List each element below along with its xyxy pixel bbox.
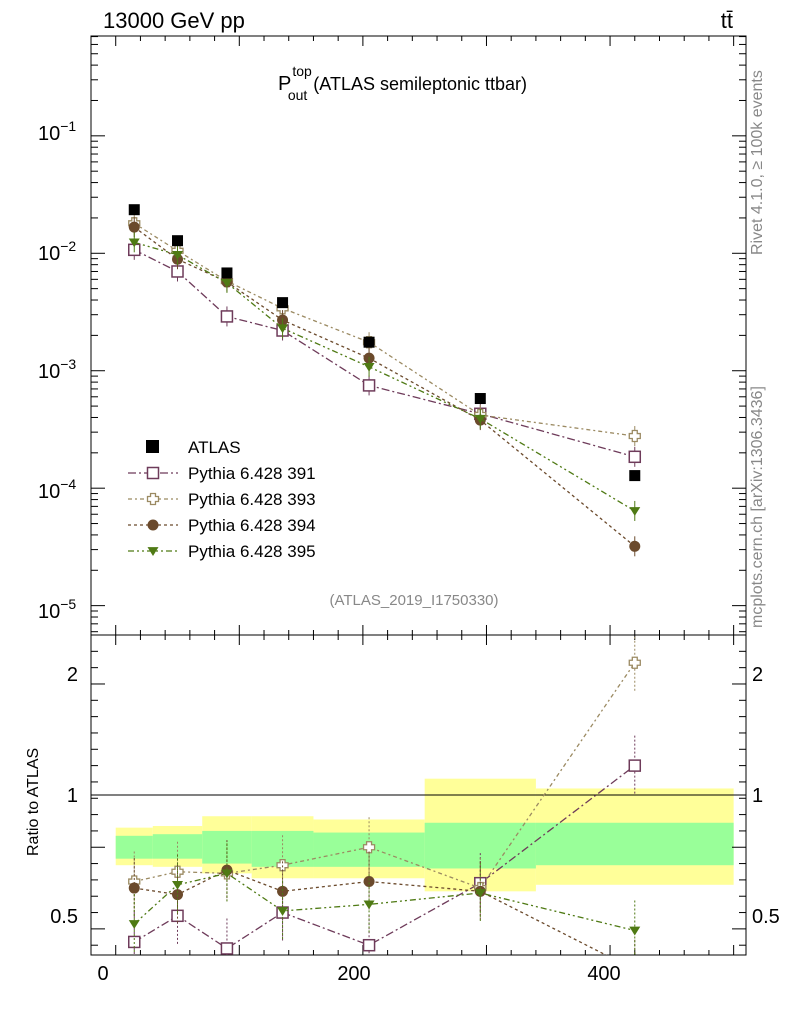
process-label: tt̄ bbox=[721, 8, 733, 33]
series-line bbox=[133, 222, 635, 437]
marker-open-square bbox=[146, 466, 160, 480]
y-tick-label: 10−1 bbox=[38, 118, 76, 145]
marker-filled-triangle bbox=[221, 279, 233, 288]
marker-open-cross bbox=[628, 656, 641, 669]
legend-atlas-marker bbox=[146, 440, 159, 453]
marker-filled-triangle bbox=[128, 238, 140, 248]
ratio-clipped-group bbox=[128, 635, 642, 975]
legend-atlas-label: ATLAS bbox=[188, 438, 241, 457]
data-point bbox=[474, 393, 486, 405]
marker-filled-triangle bbox=[128, 920, 140, 929]
stat-band-bin bbox=[115, 835, 153, 859]
stat-band-bin bbox=[202, 830, 252, 864]
marker-open-square bbox=[362, 379, 376, 392]
main-y-axis-labels: 10−1 10−2 10−3 10−4 10−5 bbox=[38, 118, 76, 623]
marker-filled-triangle bbox=[172, 880, 184, 890]
marker-filled-triangle bbox=[629, 926, 641, 936]
data-point bbox=[363, 336, 375, 348]
legend: ATLAS Pythia 6.428 391 Pythia 6.428 393 … bbox=[128, 438, 316, 561]
legend-item-label: Pythia 6.428 391 bbox=[188, 464, 316, 483]
ratio-y-tick-label: 1 bbox=[67, 785, 78, 807]
marker-filled-circle bbox=[277, 885, 289, 897]
legend-item-label: Pythia 6.428 395 bbox=[188, 542, 316, 561]
main-panel-series bbox=[128, 213, 642, 557]
analysis-id-label: (ATLAS_2019_I1750330) bbox=[329, 592, 498, 609]
marker-open-square bbox=[220, 942, 234, 955]
ratio-y-tick-label-right: 1 bbox=[752, 785, 763, 807]
marker-open-cross bbox=[628, 429, 641, 443]
mcplots-source-label: mcplots.cern.ch [arXiv:1306.3436] bbox=[749, 386, 766, 628]
marker-filled-circle bbox=[629, 964, 640, 975]
marker-filled-triangle bbox=[363, 900, 375, 910]
marker-open-cross bbox=[146, 492, 160, 506]
ratio-y-tick-label-right: 2 bbox=[752, 664, 763, 686]
data-point bbox=[172, 235, 184, 247]
x-tick-label: 400 bbox=[587, 963, 620, 985]
marker-filled-triangle bbox=[474, 414, 486, 424]
rivet-version-label: Rivet 4.1.0, ≥ 100k events bbox=[749, 70, 766, 255]
marker-filled-triangle bbox=[363, 362, 375, 372]
y-tick-label: 10−5 bbox=[38, 596, 76, 623]
marker-open-cross bbox=[276, 859, 289, 872]
y-tick-label: 10−3 bbox=[38, 356, 76, 383]
series-line bbox=[133, 249, 635, 458]
ratio-axis-title: Ratio to ATLAS bbox=[25, 748, 42, 856]
marker-open-square bbox=[362, 938, 376, 952]
data-point bbox=[277, 297, 289, 309]
ratio-panel-frame bbox=[90, 634, 747, 956]
marker-filled-triangle bbox=[474, 889, 486, 898]
marker-open-square bbox=[628, 450, 642, 464]
atlas-data-points bbox=[128, 204, 641, 482]
legend-item-label: Pythia 6.428 394 bbox=[188, 516, 316, 535]
ratio-y-tick-label: 2 bbox=[67, 664, 78, 686]
stat-band-bin bbox=[535, 822, 734, 866]
marker-filled-triangle bbox=[221, 869, 233, 879]
y-tick-label: 10−2 bbox=[38, 238, 76, 265]
marker-filled-circle bbox=[363, 876, 375, 888]
marker-open-cross bbox=[362, 841, 376, 854]
axis-ticks bbox=[91, 36, 746, 955]
marker-open-square bbox=[628, 759, 642, 772]
marker-filled-circle bbox=[172, 889, 184, 901]
ratio-panel-series bbox=[128, 635, 642, 975]
marker-filled-circle bbox=[128, 221, 140, 233]
marker-filled-circle bbox=[147, 519, 159, 531]
ratio-y-tick-label-right: 0.5 bbox=[752, 906, 780, 928]
marker-filled-circle bbox=[629, 540, 641, 552]
marker-filled-triangle bbox=[277, 907, 289, 916]
marker-filled-triangle bbox=[277, 324, 289, 334]
y-tick-label: 10−4 bbox=[38, 476, 76, 503]
marker-filled-triangle bbox=[629, 507, 641, 516]
marker-filled-circle bbox=[128, 882, 140, 894]
stat-band-bin bbox=[424, 822, 536, 869]
x-tick-label: 200 bbox=[337, 963, 370, 985]
data-point bbox=[221, 267, 233, 279]
legend-item-label: Pythia 6.428 393 bbox=[188, 490, 316, 509]
ratio-y-tick-label: 0.5 bbox=[50, 906, 78, 928]
data-point bbox=[629, 470, 641, 482]
data-point bbox=[128, 204, 140, 216]
marker-open-square bbox=[220, 310, 234, 323]
energy-label: 13000 GeV pp bbox=[103, 8, 245, 33]
marker-filled-triangle bbox=[147, 547, 159, 556]
plot-title: Ptop out(ATLAS semileptonic ttbar) bbox=[278, 63, 527, 103]
x-tick-label: 0 bbox=[97, 963, 108, 985]
marker-filled-triangle bbox=[172, 250, 184, 260]
